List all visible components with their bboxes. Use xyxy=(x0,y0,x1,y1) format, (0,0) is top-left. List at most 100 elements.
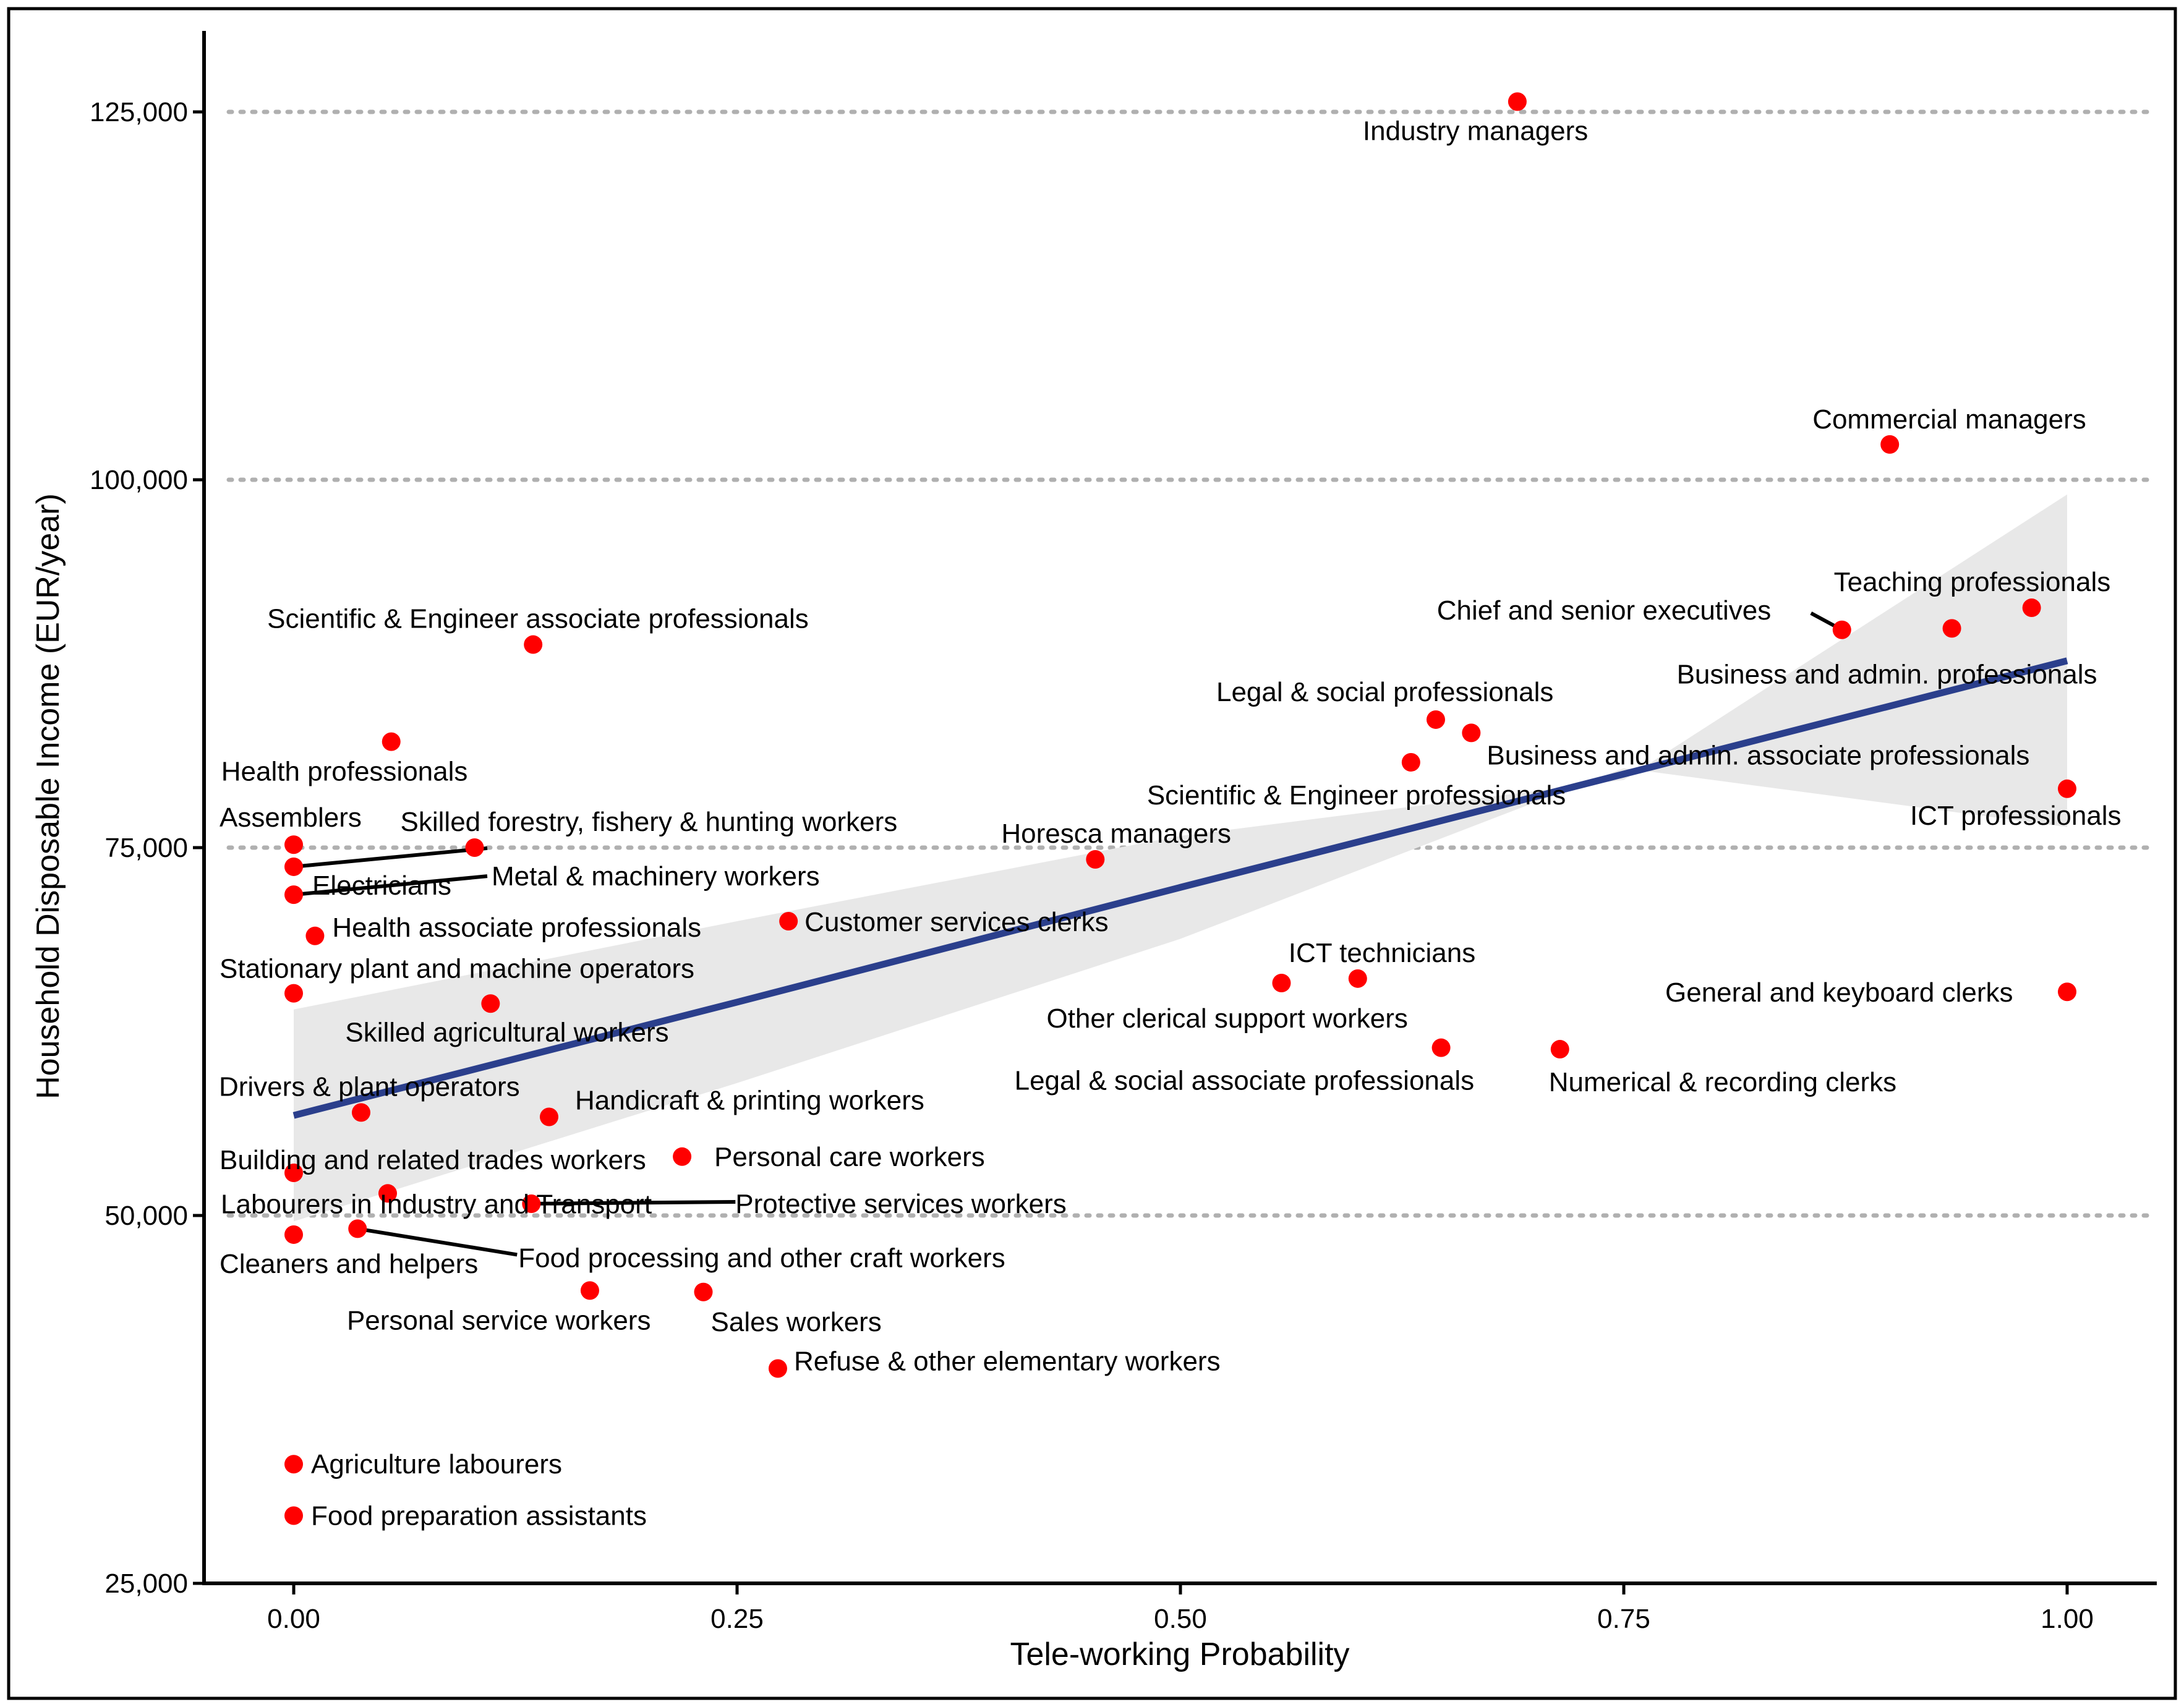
data-point-label: Horesca managers xyxy=(1001,819,1231,849)
fit-line-group xyxy=(292,657,2068,1119)
data-point-label: Teaching professionals xyxy=(1834,567,2111,597)
x-axis-title: Tele-working Probability xyxy=(1010,1637,1349,1672)
data-point xyxy=(382,732,401,751)
x-tick-label: 0.00 xyxy=(267,1604,320,1634)
data-point xyxy=(1508,92,1527,111)
data-point-label: Refuse & other elementary workers xyxy=(794,1347,1221,1377)
x-tick-label: 1.00 xyxy=(2041,1604,2094,1634)
data-point xyxy=(284,1455,303,1474)
data-point-label: ICT professionals xyxy=(1910,801,2122,831)
data-point-label: Skilled forestry, fishery & hunting work… xyxy=(401,807,898,837)
data-point-label: Customer services clerks xyxy=(804,907,1108,937)
leader-line xyxy=(357,1227,518,1257)
data-point xyxy=(779,912,798,930)
y-tick-label: 75,000 xyxy=(105,833,188,863)
data-point xyxy=(2058,982,2076,1002)
data-point-label: Stationary plant and machine operators xyxy=(220,954,694,984)
data-point xyxy=(580,1281,599,1300)
data-point-label: Health professionals xyxy=(221,757,468,787)
data-point-label: Business and admin. professionals xyxy=(1677,659,2097,689)
data-point xyxy=(1426,710,1445,729)
data-point-label: Food processing and other craft workers xyxy=(518,1243,1005,1273)
data-point xyxy=(284,1225,303,1244)
data-point-label: Skilled agricultural workers xyxy=(345,1017,668,1047)
data-point xyxy=(284,885,303,905)
data-point xyxy=(1880,435,1900,454)
data-point xyxy=(694,1282,713,1301)
data-point-label: Electricians xyxy=(312,871,451,901)
data-point xyxy=(1550,1040,1569,1059)
data-point-label: Labourers in Industry and Transport xyxy=(221,1189,652,1219)
data-point xyxy=(1462,723,1481,743)
x-tick-label: 0.25 xyxy=(710,1604,764,1634)
grid-lines xyxy=(226,109,2151,1218)
data-point xyxy=(522,1194,541,1213)
data-point xyxy=(1272,973,1291,992)
confidence-band-area xyxy=(294,494,2067,1222)
x-tick-label: 0.75 xyxy=(1597,1604,1650,1634)
data-point-label: Numerical & recording clerks xyxy=(1549,1067,1896,1097)
data-point-label: Agriculture labourers xyxy=(311,1449,562,1479)
data-point xyxy=(305,926,325,945)
leader-line xyxy=(531,1199,736,1206)
y-tick-label: 125,000 xyxy=(90,97,188,127)
data-point xyxy=(1431,1038,1451,1057)
axes: 25,000 50,000 75,000 100,000 125,000 0.00 0.25… xyxy=(90,31,2157,1634)
y-tick-label: 25,000 xyxy=(105,1569,188,1599)
panel-border xyxy=(7,7,2177,1700)
leader-line xyxy=(293,846,488,869)
data-point xyxy=(465,838,484,857)
data-point-label: Building and related trades workers xyxy=(220,1145,646,1175)
y-tick-label: 100,000 xyxy=(90,465,188,495)
data-point-label: Health associate professionals xyxy=(332,913,701,943)
data-point-label: Business and admin. associate profession… xyxy=(1487,740,2029,770)
data-point-label: General and keyboard clerks xyxy=(1665,977,2013,1008)
data-point-label: Sales workers xyxy=(711,1307,882,1337)
data-point xyxy=(284,835,303,854)
data-point xyxy=(1086,850,1105,869)
point-labels: Industry managers Commercial managers Teac… xyxy=(219,116,2122,1531)
fit-line xyxy=(292,657,2068,1119)
confidence-band xyxy=(294,494,2067,1222)
data-point-label: Legal & social professionals xyxy=(1216,677,1553,707)
data-points xyxy=(284,92,2076,1525)
data-point-label: Drivers & plant operators xyxy=(219,1071,520,1102)
data-point-label: Commercial managers xyxy=(1812,404,2086,435)
data-point xyxy=(2058,779,2076,798)
data-point xyxy=(1401,752,1420,772)
data-point xyxy=(1942,619,1961,638)
leader-line xyxy=(293,874,488,897)
data-point xyxy=(2022,598,2041,618)
data-point xyxy=(284,984,303,1003)
x-tick-label: 0.50 xyxy=(1154,1604,1207,1634)
data-point xyxy=(284,857,303,876)
leader-lines xyxy=(293,611,1843,1257)
data-point-label: Assemblers xyxy=(220,802,362,833)
data-point-label: Cleaners and helpers xyxy=(220,1249,478,1279)
data-point xyxy=(348,1219,367,1238)
data-point-label: Scientific & Engineer professionals xyxy=(1147,780,1566,811)
data-point xyxy=(524,635,543,654)
data-point xyxy=(351,1103,370,1122)
data-point xyxy=(539,1107,558,1126)
y-axis-title: Household Disposable Income (EUR/year) xyxy=(30,493,66,1099)
data-point xyxy=(673,1147,692,1166)
data-point-label: Personal care workers xyxy=(714,1142,985,1172)
data-point-label: Scientific & Engineer associate professi… xyxy=(267,604,809,634)
data-point-label: Metal & machinery workers xyxy=(492,861,820,892)
data-point xyxy=(284,1506,303,1525)
data-point-label: Handicraft & printing workers xyxy=(575,1086,924,1116)
data-point-label: Food preparation assistants xyxy=(311,1501,647,1531)
y-tick-label: 50,000 xyxy=(105,1201,188,1231)
data-point-label: Industry managers xyxy=(1363,116,1588,146)
data-point-label: ICT technicians xyxy=(1289,938,1475,968)
data-point-label: Legal & social associate professionals xyxy=(1015,1066,1475,1096)
data-point-label: Protective services workers xyxy=(735,1189,1066,1219)
data-point-label: Other clerical support workers xyxy=(1046,1003,1407,1034)
data-point-label: Personal service workers xyxy=(347,1305,651,1335)
data-point xyxy=(1348,969,1367,988)
data-point xyxy=(378,1184,398,1203)
data-point xyxy=(481,994,500,1013)
data-point xyxy=(1832,620,1851,639)
